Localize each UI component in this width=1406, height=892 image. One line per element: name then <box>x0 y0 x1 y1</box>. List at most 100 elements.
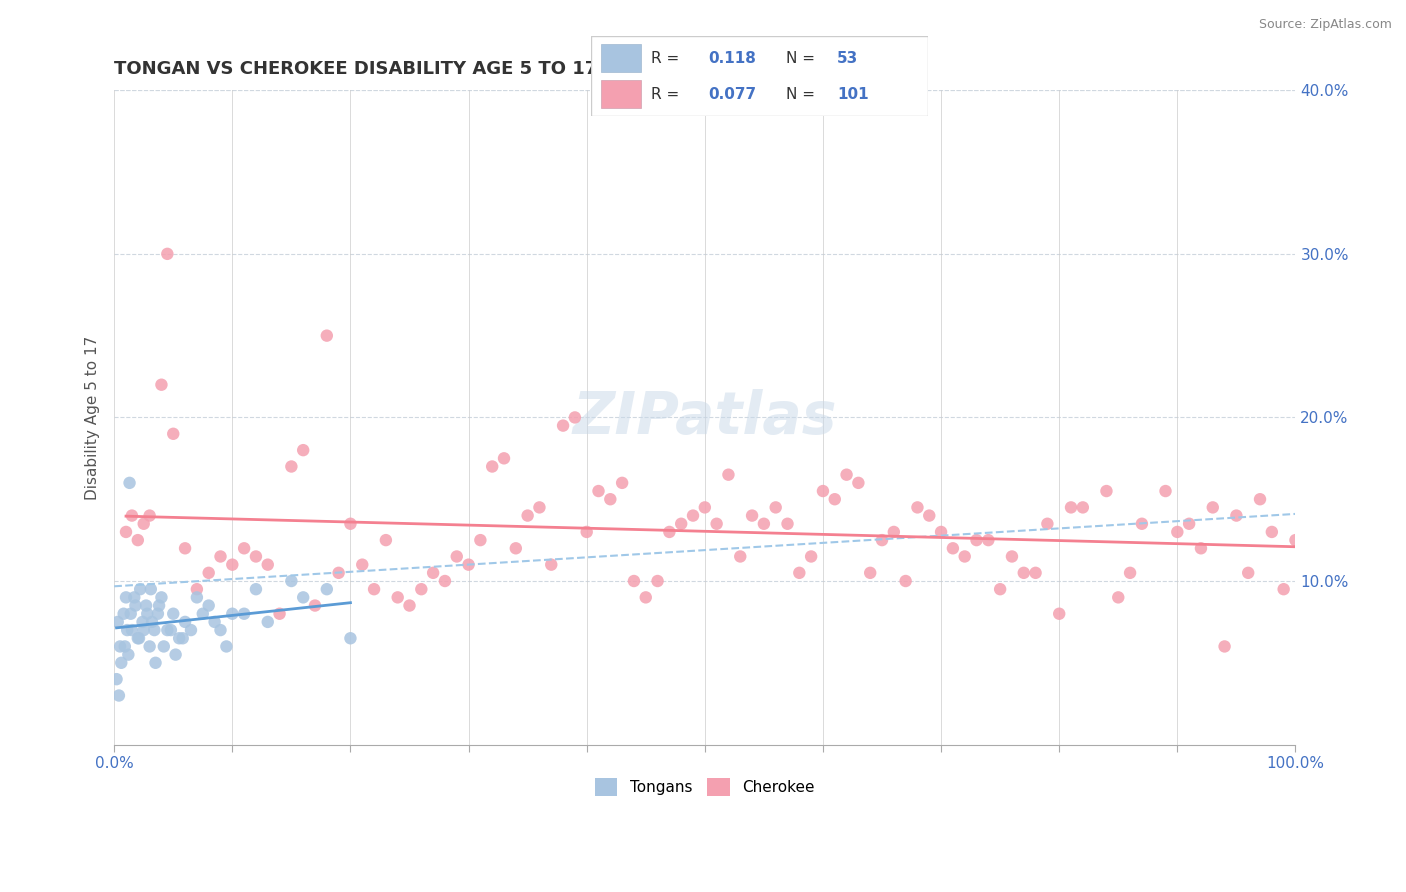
Point <box>186 582 208 597</box>
Point <box>1225 508 1247 523</box>
Point <box>387 591 409 605</box>
Point <box>304 599 326 613</box>
Point <box>551 418 574 433</box>
Point <box>180 623 202 637</box>
Point <box>127 533 149 548</box>
Point <box>1202 500 1225 515</box>
Point <box>124 599 146 613</box>
Point <box>835 467 858 482</box>
Point <box>706 516 728 531</box>
Point <box>131 615 153 629</box>
Point <box>110 656 132 670</box>
Point <box>121 623 143 637</box>
Point <box>256 558 278 572</box>
Point <box>1071 500 1094 515</box>
Point <box>128 632 150 646</box>
Point <box>966 533 988 548</box>
Point <box>1261 524 1284 539</box>
Legend: Tongans, Cherokee: Tongans, Cherokee <box>589 772 821 803</box>
Point <box>1213 640 1236 654</box>
Point <box>824 492 846 507</box>
Point <box>1095 483 1118 498</box>
Point <box>942 541 965 556</box>
Text: N =: N = <box>786 87 815 102</box>
Point <box>1178 516 1201 531</box>
Point <box>105 672 128 686</box>
Point <box>146 607 169 621</box>
Point <box>172 632 194 646</box>
Point <box>1001 549 1024 564</box>
Point <box>752 516 775 531</box>
Point <box>669 516 692 531</box>
Bar <box>600 44 641 72</box>
Point <box>160 623 183 637</box>
Point <box>811 483 834 498</box>
Point <box>352 558 374 572</box>
Point <box>132 516 155 531</box>
Point <box>209 623 232 637</box>
Point <box>245 582 267 597</box>
Text: 0.118: 0.118 <box>709 51 756 66</box>
Point <box>1166 524 1188 539</box>
Point <box>121 508 143 523</box>
Point <box>339 632 361 646</box>
Text: ZIPatlas: ZIPatlas <box>572 389 837 446</box>
Point <box>269 607 291 621</box>
Point <box>118 475 141 490</box>
Point <box>870 533 893 548</box>
Point <box>848 475 870 490</box>
Point <box>245 549 267 564</box>
Point <box>505 541 527 556</box>
Text: Source: ZipAtlas.com: Source: ZipAtlas.com <box>1258 18 1392 31</box>
Point <box>292 591 315 605</box>
Point <box>433 574 456 588</box>
Point <box>623 574 645 588</box>
Point <box>929 524 952 539</box>
Point <box>186 591 208 605</box>
Point <box>122 591 145 605</box>
Point <box>411 582 433 597</box>
Point <box>315 582 337 597</box>
Point <box>1272 582 1295 597</box>
Point <box>953 549 976 564</box>
Point <box>575 524 598 539</box>
Point <box>129 582 152 597</box>
Point <box>540 558 562 572</box>
Point <box>1060 500 1083 515</box>
Point <box>682 508 704 523</box>
Point <box>132 623 155 637</box>
Point <box>143 623 166 637</box>
Point <box>564 410 586 425</box>
Point <box>1119 566 1142 580</box>
Point <box>859 566 882 580</box>
Point <box>117 648 139 662</box>
Point <box>136 607 159 621</box>
Point <box>191 607 214 621</box>
Point <box>108 689 131 703</box>
Point <box>156 623 179 637</box>
Point <box>457 558 479 572</box>
Point <box>150 377 173 392</box>
Point <box>765 500 787 515</box>
Text: 53: 53 <box>837 51 858 66</box>
Point <box>135 599 157 613</box>
Point <box>174 541 197 556</box>
Point <box>1237 566 1260 580</box>
Point <box>1189 541 1212 556</box>
Point <box>150 591 173 605</box>
Point <box>907 500 929 515</box>
Point <box>215 640 238 654</box>
Point <box>138 508 160 523</box>
Point <box>233 541 256 556</box>
Point <box>988 582 1011 597</box>
Point <box>165 648 187 662</box>
Point <box>1012 566 1035 580</box>
Point <box>112 607 135 621</box>
Point <box>256 615 278 629</box>
Point <box>398 599 420 613</box>
Point <box>647 574 669 588</box>
Point <box>233 607 256 621</box>
Point <box>148 599 170 613</box>
Point <box>141 615 163 629</box>
Point <box>280 574 302 588</box>
